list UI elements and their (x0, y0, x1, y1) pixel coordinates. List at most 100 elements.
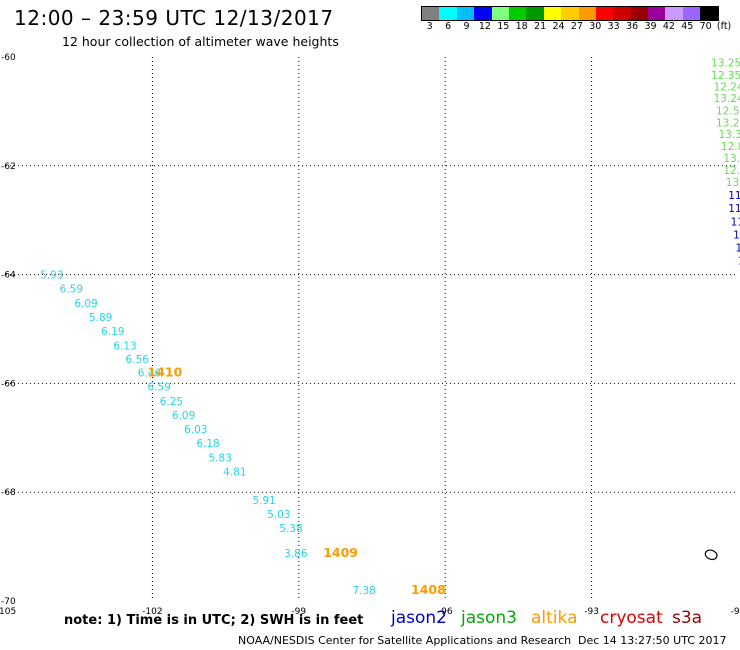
wave-height-label: 6.13 (113, 340, 136, 352)
legend-label: 24 (552, 21, 565, 32)
legend-swatch (491, 7, 509, 20)
wave-height-label: 3.86 (284, 548, 308, 560)
page-title: 12:00 – 23:59 UTC 12/13/2017 (14, 6, 334, 30)
page-subtitle: 12 hour collection of altimeter wave hei… (62, 34, 339, 49)
wave-height-label: 6.03 (184, 424, 207, 436)
legend-swatch (561, 7, 579, 20)
wave-height-label: 12.57 (716, 105, 740, 117)
legend-label: 70 (699, 21, 712, 32)
island-outline (704, 549, 718, 561)
lon-tick-label: -90 (731, 607, 740, 617)
wave-height-label: 6.18 (196, 438, 219, 450)
color-legend-bar (421, 6, 719, 21)
legend-label: 3 (426, 21, 433, 32)
legend-label: 36 (626, 21, 639, 32)
legend-swatch (422, 7, 440, 20)
legend-swatch (543, 7, 562, 20)
legend-label: 42 (662, 21, 675, 32)
wave-height-label: 11.04 (738, 255, 740, 267)
lat-tick-label: -66 (1, 379, 16, 389)
legend-label: 18 (515, 21, 528, 32)
legend-swatch (682, 7, 701, 20)
wave-height-label: 5.89 (89, 312, 112, 324)
satellite-label-jason3: jason3 (461, 608, 517, 628)
lon-tick-label: -96 (438, 607, 453, 617)
legend-swatch (613, 7, 631, 20)
legend-swatch (648, 7, 666, 20)
wave-height-label: 13.21 (716, 117, 740, 129)
wave-height-label: 6.46 (138, 368, 162, 380)
footer-timestamp: Dec 14 13:27:50 UTC 2017 (578, 634, 727, 647)
wave-height-label: 11.14 (728, 203, 740, 215)
color-legend-labels: 3 6 9 12 15 18 21 24 27 30 33 36 39 42 45 70 (ft) (421, 21, 740, 35)
legend-swatch (578, 7, 596, 20)
wave-height-label: 13.63 (723, 153, 740, 165)
wave-height-label: 5.91 (252, 495, 275, 507)
legend-swatch (595, 7, 614, 20)
lon-tick-label: -93 (584, 607, 599, 617)
legend-swatch (508, 7, 527, 20)
satellite-label-altika: altika (531, 608, 578, 628)
wave-height-label: 12.35 (711, 70, 740, 82)
note-text: note: 1) Time is in UTC; 2) SWH is in fe… (64, 613, 364, 628)
legend-label: 9 (463, 21, 470, 32)
legend-swatch (630, 7, 649, 20)
wave-height-label: 6.59 (148, 382, 171, 394)
lat-tick-label: -70 (1, 597, 16, 607)
wave-height-label: 4.81 (223, 467, 246, 479)
time-label: 1409 (323, 545, 358, 560)
legend-swatch (474, 7, 492, 20)
wave-height-label: 12.24 (714, 81, 740, 93)
wave-height-label: 10.84 (733, 229, 740, 241)
legend-label: 39 (644, 21, 657, 32)
footer-source: NOAA/NESDIS Center for Satellite Applica… (238, 634, 572, 647)
wave-height-label: 7.38 (352, 585, 375, 597)
legend-swatch (456, 7, 475, 20)
wave-height-label: 6.19 (101, 326, 124, 338)
legend-label: 27 (570, 21, 583, 32)
wave-height-label: 6.56 (126, 354, 150, 366)
wave-height-label: 12.32 (723, 165, 740, 177)
wave-height-label: 13.24 (714, 93, 740, 105)
wave-height-label: 13.25 (711, 57, 740, 69)
legend-swatch (526, 7, 544, 20)
lon-tick-label: -105 (0, 607, 16, 617)
legend-label: 12 (478, 21, 491, 32)
wave-height-label: 11.86 (728, 190, 740, 202)
time-label: 1410 (148, 365, 183, 380)
wave-height-label: 13.36 (718, 129, 740, 141)
legend-swatch (439, 7, 457, 20)
legend-swatch (700, 7, 718, 20)
legend-label: 45 (681, 21, 694, 32)
legend-label: 6 (445, 21, 452, 32)
lat-tick-label: -60 (1, 53, 16, 63)
wave-height-label: 13.74 (726, 177, 740, 189)
lat-tick-label: -64 (1, 271, 16, 281)
wave-height-label: 12.85 (721, 141, 740, 153)
wave-height-label: 10.73 (736, 242, 740, 254)
satellite-label-jason2: jason2 (391, 608, 447, 628)
wave-height-label: 6.59 (60, 284, 83, 296)
legend-label: 30 (589, 21, 602, 32)
legend-swatch (665, 7, 683, 20)
legend-label: 15 (497, 21, 510, 32)
lon-tick-label: -99 (291, 607, 306, 617)
wave-height-label: 6.25 (160, 396, 183, 408)
lat-tick-label: -68 (1, 488, 16, 498)
legend-label: (ft) (716, 21, 732, 32)
legend-label: 33 (607, 21, 620, 32)
wave-height-label: 5.83 (209, 452, 232, 464)
lat-tick-label: -62 (1, 162, 16, 172)
time-label: 1408 (411, 582, 446, 597)
legend-label: 21 (534, 21, 547, 32)
satellite-label-cryosat: cryosat (600, 608, 663, 628)
wave-height-label: 5.93 (40, 270, 63, 282)
lon-tick-label: -102 (142, 607, 162, 617)
wave-height-label: 5.03 (267, 509, 290, 521)
wave-height-label: 6.09 (74, 298, 97, 310)
wave-height-label: 6.09 (172, 410, 195, 422)
satellite-label-s3a: s3a (672, 608, 703, 628)
wave-height-label: 5.38 (279, 523, 302, 535)
